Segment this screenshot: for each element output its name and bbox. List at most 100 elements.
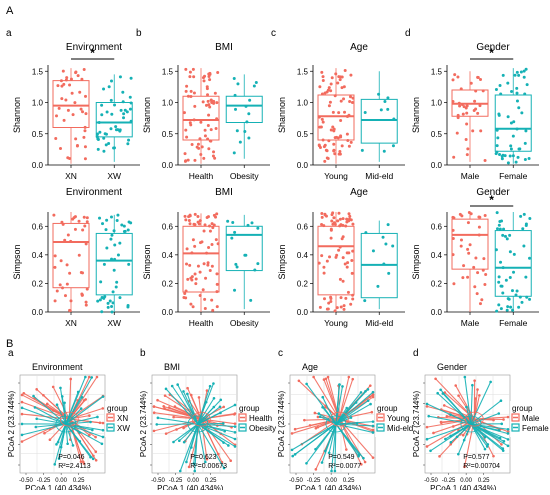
data-point (55, 114, 58, 117)
y-tick-label: 0.4 (32, 251, 44, 260)
ray-group-2-point (183, 441, 186, 444)
data-point (96, 135, 99, 138)
data-point (344, 69, 347, 72)
ray-group-1-point (507, 416, 510, 419)
data-point (323, 297, 326, 300)
data-point (62, 70, 65, 73)
data-point (63, 239, 66, 242)
data-point (330, 237, 333, 240)
data-point (452, 253, 455, 256)
data-point (212, 155, 215, 158)
data-point (216, 283, 219, 286)
data-point (126, 305, 129, 308)
category-label: Young (324, 318, 348, 328)
data-point (473, 100, 476, 103)
data-point (510, 90, 513, 93)
data-point (338, 150, 341, 153)
panel-letter: c (271, 28, 276, 39)
data-point (67, 109, 70, 112)
ray-group-2-point (372, 420, 375, 423)
data-point (364, 231, 367, 234)
data-point (507, 115, 510, 118)
ray-group-2-point (90, 376, 93, 379)
data-point (505, 279, 508, 282)
y-axis-label: Shannon (142, 97, 152, 133)
category-label: Male (461, 318, 480, 328)
y-tick-label: 0.5 (431, 130, 443, 139)
data-point (65, 78, 68, 81)
data-point (123, 225, 126, 228)
data-point (187, 215, 190, 218)
data-point (476, 292, 479, 295)
data-point (183, 111, 186, 114)
data-point (329, 101, 332, 104)
data-point (234, 94, 237, 97)
data-point (351, 272, 354, 275)
box (226, 96, 262, 122)
data-point (517, 306, 520, 309)
ray-group-2-point (234, 445, 237, 448)
category-label: XW (107, 171, 121, 181)
category-label: Female (499, 318, 528, 328)
legend-title: group (377, 404, 398, 413)
data-point (320, 212, 323, 215)
ray-group-2-point (507, 438, 510, 441)
data-point (187, 95, 190, 98)
ray-group-2-point (101, 442, 104, 445)
data-point (508, 298, 511, 301)
data-point (496, 129, 499, 132)
data-point (467, 221, 470, 224)
data-point (106, 111, 109, 114)
data-point (331, 76, 334, 79)
data-point (100, 113, 103, 116)
data-point (517, 106, 520, 109)
legend-label: XN (117, 414, 128, 423)
data-point (183, 292, 186, 295)
data-point (122, 100, 125, 103)
ray-group-1-point (49, 438, 52, 441)
data-point (474, 256, 477, 259)
data-point (509, 144, 512, 147)
ray-group-1-point (229, 459, 232, 462)
data-point (517, 147, 520, 150)
data-point (509, 250, 512, 253)
data-point (206, 216, 209, 219)
p-value-label: P=0.046 (58, 454, 84, 461)
data-point (110, 305, 113, 308)
data-point (200, 240, 203, 243)
data-point (482, 257, 485, 260)
data-point (105, 228, 108, 231)
data-point (66, 263, 69, 266)
data-point (70, 78, 73, 81)
data-point (322, 75, 325, 78)
data-point (341, 76, 344, 79)
ray-group-2-point (291, 455, 294, 458)
data-point (129, 108, 132, 111)
data-point (110, 258, 113, 261)
panel-letter: a (6, 28, 12, 39)
data-point (484, 214, 487, 217)
data-point (323, 145, 326, 148)
data-point (456, 132, 459, 135)
data-point (320, 254, 323, 257)
data-point (506, 82, 509, 85)
ray-group-2-point (234, 425, 237, 428)
data-point (451, 100, 454, 103)
data-point (190, 251, 193, 254)
data-point (184, 159, 187, 162)
data-point (363, 299, 366, 302)
ray-group-2-point (234, 438, 237, 441)
data-point (318, 126, 321, 129)
data-point (256, 227, 259, 230)
data-point (206, 93, 209, 96)
y-tick-label: 0.2 (162, 279, 174, 288)
ray-group-1-point (83, 399, 86, 402)
ray-group-1-point (162, 405, 165, 408)
y-tick-label: 1.5 (162, 67, 174, 76)
ray-group-2-point (35, 417, 38, 420)
ray-group-1-point (434, 377, 437, 380)
data-point (340, 100, 343, 103)
